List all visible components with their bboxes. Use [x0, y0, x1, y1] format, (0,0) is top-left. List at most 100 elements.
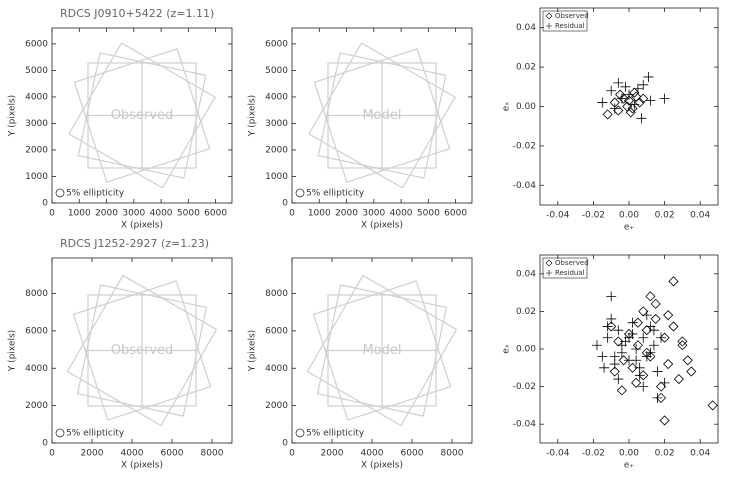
- x-tick-label: 0: [289, 449, 295, 459]
- y-tick-label: 2000: [25, 401, 48, 411]
- x-tick-label: 4000: [121, 449, 144, 459]
- point-diamond: [650, 313, 661, 324]
- point-plus: [627, 317, 638, 328]
- legend-box: [542, 10, 588, 32]
- point-diamond: [616, 385, 627, 396]
- y-tick-label: 0: [42, 199, 48, 209]
- point-diamond: [663, 310, 674, 321]
- point-plus: [645, 347, 656, 358]
- x-tick-label: 1000: [308, 209, 331, 219]
- chip-outline: [313, 48, 451, 183]
- point-plus: [606, 85, 617, 96]
- legend-text: 5% ellipticity: [66, 189, 125, 199]
- point-plus: [606, 313, 617, 324]
- panel-label: Model: [362, 343, 401, 358]
- x-tick-label: 0.02: [655, 211, 675, 221]
- plot-frame: [291, 257, 473, 444]
- x-tick-label: 0: [49, 449, 55, 459]
- x-tick-label: 2000: [81, 449, 104, 459]
- point-diamond: [629, 87, 640, 98]
- point-diamond: [609, 366, 620, 377]
- x-tick-label: -0.04: [546, 211, 570, 221]
- point-diamond: [631, 377, 642, 388]
- x-tick-label: 0.04: [690, 449, 710, 459]
- y-tick-label: 4000: [25, 92, 48, 102]
- point-diamond: [645, 291, 656, 302]
- x-tick-label: -0.02: [582, 449, 605, 459]
- chip-outline: [73, 48, 211, 183]
- plot-frame: [539, 254, 719, 444]
- chip-outline: [72, 280, 212, 421]
- legend-glyph: [546, 270, 552, 276]
- point-plus: [641, 310, 652, 321]
- panel-label: Model: [362, 108, 401, 123]
- legend-glyph: [295, 428, 305, 438]
- point-plus: [631, 355, 642, 366]
- point-diamond: [645, 351, 656, 362]
- point-plus: [652, 366, 663, 377]
- legend-text: 5% ellipticity: [306, 189, 365, 199]
- x-tick-label: 8000: [201, 449, 224, 459]
- chip-outline: [306, 274, 458, 427]
- point-plus: [652, 392, 663, 403]
- x-tick-label: 6000: [444, 209, 467, 219]
- point-plus: [602, 321, 613, 332]
- legend-glyph: [545, 259, 553, 267]
- point-diamond: [638, 93, 649, 104]
- plot-frame: [51, 257, 233, 444]
- point-diamond: [627, 362, 638, 373]
- x-tick-label: 0: [49, 209, 55, 219]
- legend-text: Observed: [555, 259, 589, 267]
- point-plus: [634, 370, 645, 381]
- panel-label: Observed: [111, 343, 174, 358]
- y-tick-label: 5000: [25, 66, 48, 76]
- x-tick-label: 5000: [417, 209, 440, 219]
- point-plus: [632, 83, 643, 94]
- point-plus: [624, 332, 634, 343]
- x-tick-label: -0.04: [546, 449, 570, 459]
- x-tick-label: 8000: [441, 449, 464, 459]
- point-diamond: [606, 321, 617, 332]
- x-axis-label: X (pixels): [361, 461, 403, 471]
- point-diamond: [659, 415, 670, 426]
- chip-outline: [76, 284, 208, 417]
- y-axis-label: eₓ: [502, 344, 512, 354]
- y-tick-label: 6000: [265, 39, 288, 49]
- y-tick-label: 2000: [265, 145, 288, 155]
- x-tick-label: 2000: [95, 209, 118, 219]
- y-tick-label: 0.00: [516, 102, 536, 112]
- point-plus: [613, 325, 624, 336]
- y-tick-label: 2000: [265, 401, 288, 411]
- point-plus: [609, 103, 620, 114]
- point-plus: [624, 89, 634, 100]
- x-tick-label: 0: [289, 209, 295, 219]
- point-plus: [616, 93, 627, 104]
- point-plus: [597, 97, 608, 108]
- point-diamond: [641, 325, 652, 336]
- y-tick-label: 0: [282, 439, 288, 449]
- point-diamond: [673, 374, 684, 385]
- x-tick-label: 6000: [161, 449, 184, 459]
- x-axis-label: e₊: [624, 223, 635, 233]
- y-tick-label: 0: [42, 439, 48, 449]
- point-diamond: [618, 355, 629, 366]
- point-diamond: [625, 107, 636, 118]
- point-diamond: [659, 332, 670, 343]
- y-tick-label: 0: [282, 199, 288, 209]
- point-plus: [591, 340, 602, 351]
- point-plus: [636, 113, 647, 124]
- point-diamond: [663, 358, 674, 370]
- point-diamond: [668, 276, 679, 287]
- x-tick-label: 6000: [401, 449, 424, 459]
- chip-outline: [66, 274, 218, 427]
- y-tick-label: -0.02: [513, 382, 536, 392]
- point-diamond: [613, 105, 624, 116]
- point-diamond: [638, 306, 649, 317]
- legend-text: 5% ellipticity: [66, 429, 125, 439]
- plot-frame: [539, 7, 719, 206]
- point-plus: [613, 77, 624, 88]
- panel-label: Observed: [111, 108, 174, 123]
- y-tick-label: 2000: [25, 145, 48, 155]
- legend-glyph: [55, 428, 65, 438]
